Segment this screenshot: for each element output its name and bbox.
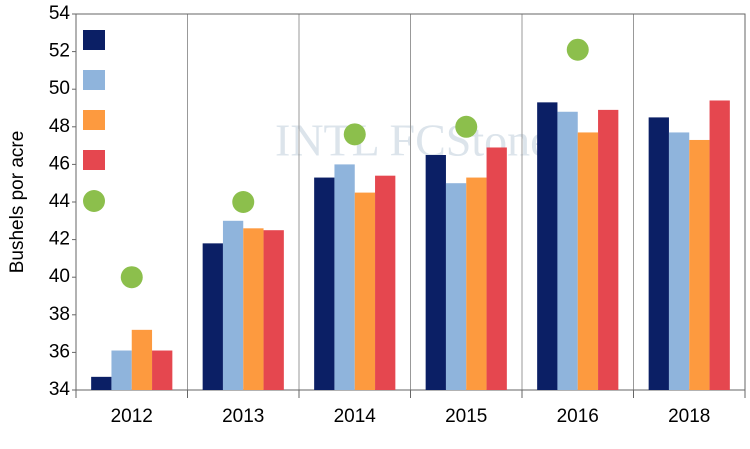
bar [375,175,396,390]
y-tick-label: 46 [49,153,70,174]
legend-swatch [83,150,105,170]
x-tick-label: 2013 [222,406,264,427]
dot [120,266,143,289]
bar [648,117,669,391]
bar [445,183,467,390]
y-tick-label: 38 [49,304,70,325]
x-tick-label: 2015 [445,406,487,427]
y-tick-label: 44 [49,191,71,212]
bar [314,177,335,390]
y-tick-label: 48 [49,116,70,137]
bar [577,132,599,390]
bar [263,230,284,390]
watermark: INTL FCStone [275,115,551,166]
y-tick-label: 36 [49,341,70,362]
x-tick-label: 2014 [334,406,377,427]
bar [466,177,487,390]
y-tick-label: 50 [49,78,70,99]
bar [689,139,710,390]
y-tick-label: 54 [49,3,71,24]
dot [232,191,255,213]
bar [334,164,355,390]
y-axis-label: Bushels por acre [7,131,28,274]
legend-swatch [83,30,105,50]
bar [152,350,173,390]
dot [455,115,478,138]
bar [557,111,578,390]
dot [566,38,589,61]
y-tick-label: 40 [49,266,70,287]
bar [598,109,619,390]
bar [668,132,690,390]
bar [222,220,244,390]
bar [537,102,558,391]
y-tick-label: 52 [49,41,70,62]
bar [486,147,507,390]
bar [709,100,730,390]
x-tick-label: 2016 [557,406,599,427]
bar [91,376,112,390]
legend-swatch [83,190,105,212]
dot [343,123,366,146]
legend-swatch [83,70,105,90]
plot-frame [75,13,746,391]
bar [202,243,223,390]
bar [243,228,264,390]
bar [425,155,446,390]
y-tick-label: 34 [49,379,71,400]
bar [354,192,376,390]
y-tick-label: 42 [49,229,70,250]
legend-swatch [83,110,105,130]
x-tick-label: 2018 [668,406,710,427]
bar [111,350,132,390]
bar [131,329,153,390]
x-tick-label: 2012 [111,406,153,427]
